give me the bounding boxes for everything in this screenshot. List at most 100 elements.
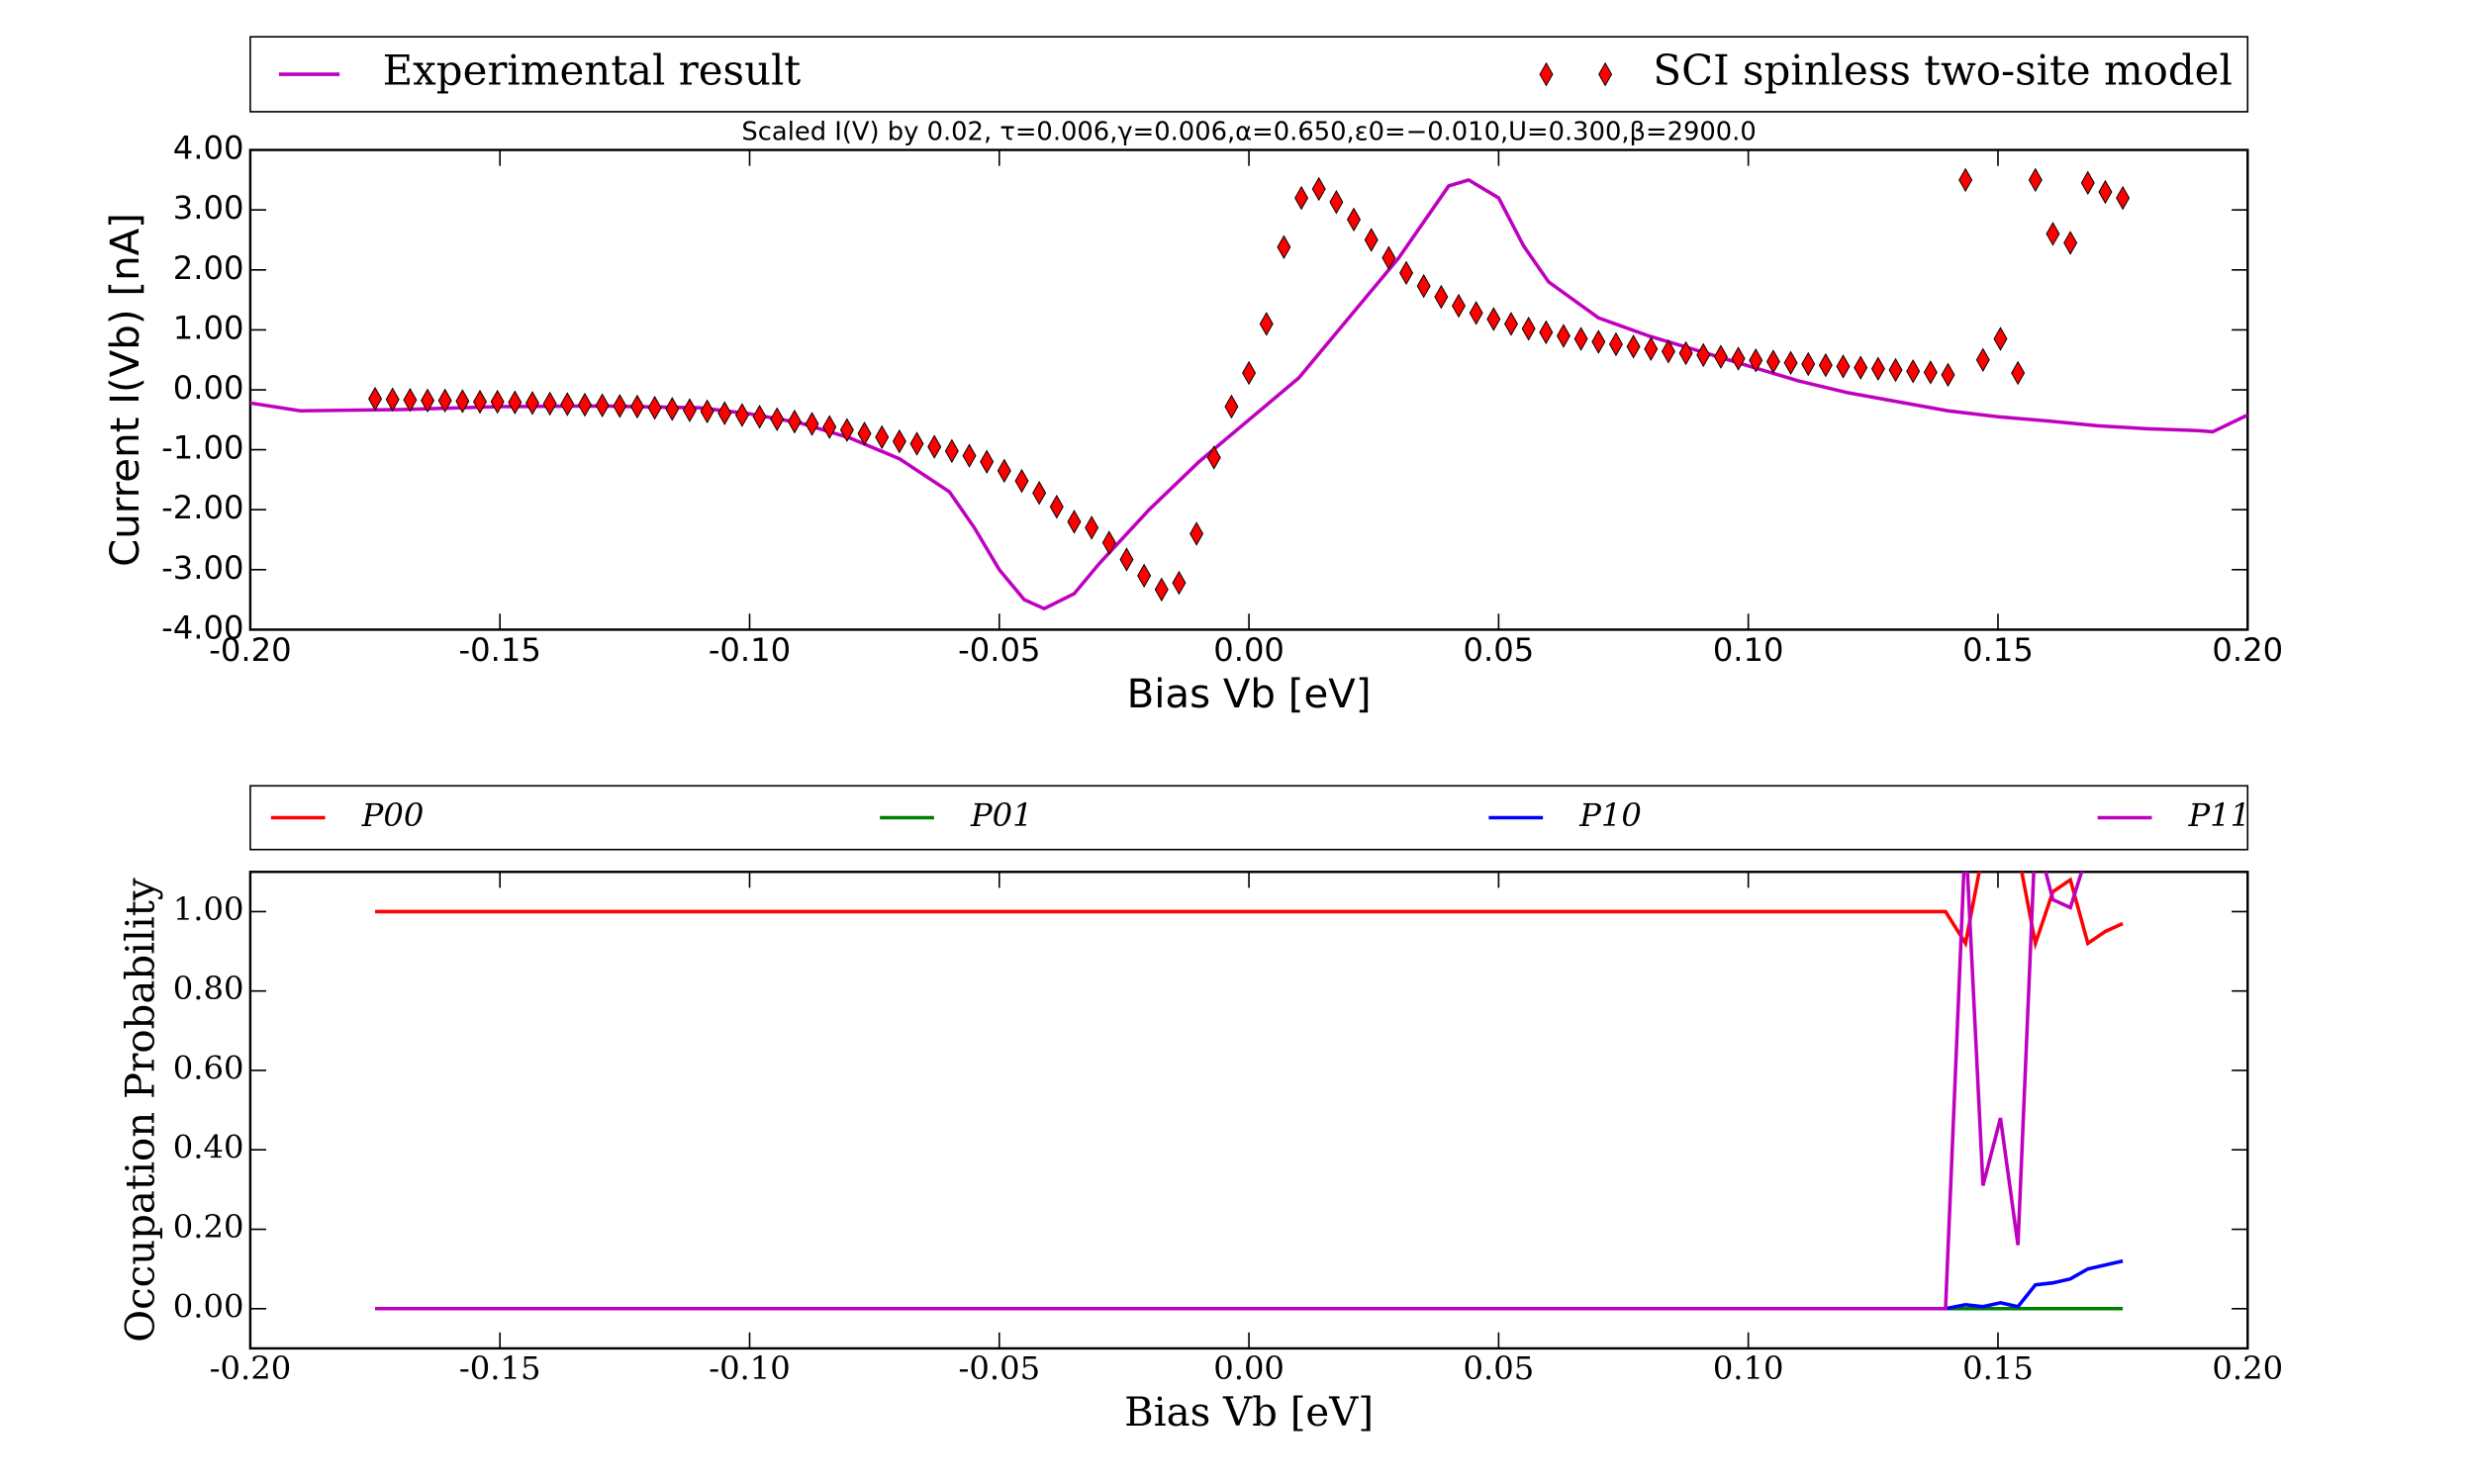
x-tick-label: 0.00 <box>1213 631 1285 669</box>
marker <box>1364 228 1379 252</box>
marker <box>490 389 505 415</box>
legend-box <box>249 36 2249 113</box>
marker <box>700 399 714 424</box>
marker <box>1958 167 1973 193</box>
marker <box>927 434 942 459</box>
y-tick-label: 0.60 <box>173 1049 244 1086</box>
marker <box>1277 234 1291 260</box>
y-tick-label: 3.00 <box>173 189 244 227</box>
x-axis-label: Bias Vb [eV] <box>1124 1390 1374 1436</box>
marker <box>1573 326 1588 351</box>
legend-label: P00 <box>361 796 425 834</box>
marker <box>1661 338 1675 364</box>
marker <box>1381 245 1396 270</box>
marker <box>1521 316 1536 341</box>
marker <box>1731 346 1746 371</box>
marker <box>665 397 680 421</box>
marker <box>1469 301 1483 325</box>
x-tick-label: 0.10 <box>1713 631 1784 669</box>
marker <box>1049 494 1064 519</box>
x-tick-label: -0.10 <box>709 631 791 669</box>
x-tick-label: 0.05 <box>1464 631 1535 669</box>
marker <box>1259 312 1274 336</box>
marker <box>2098 179 2113 205</box>
marker <box>1242 360 1257 386</box>
x-tick-label: 0.15 <box>1962 631 2034 669</box>
marker <box>368 386 383 412</box>
marker <box>1975 347 1990 372</box>
marker <box>1626 334 1641 359</box>
y-tick-label: 1.00 <box>173 309 244 346</box>
marker <box>2080 170 2095 196</box>
x-tick-label: 0.05 <box>1464 1349 1535 1387</box>
marker <box>1888 357 1903 383</box>
marker <box>892 428 906 454</box>
marker <box>647 395 662 420</box>
marker <box>403 388 418 413</box>
series <box>375 872 2124 951</box>
marker <box>613 394 627 418</box>
marker <box>560 392 575 417</box>
marker <box>1836 354 1851 379</box>
marker <box>542 391 557 417</box>
marker <box>1556 324 1570 348</box>
marker <box>1923 360 1938 385</box>
marker <box>857 421 872 446</box>
marker <box>1172 570 1187 596</box>
marker <box>717 401 732 425</box>
series <box>368 167 2131 603</box>
line <box>375 872 2124 951</box>
marker <box>1067 510 1082 534</box>
marker <box>1434 284 1449 310</box>
x-tick-label: -0.20 <box>209 631 291 669</box>
marker <box>770 407 785 431</box>
marker <box>1591 329 1606 354</box>
marker <box>1906 358 1921 384</box>
y-tick-label: -3.00 <box>161 549 243 587</box>
x-tick-label: 0.15 <box>1962 1349 2034 1387</box>
marker <box>2011 360 2026 386</box>
marker <box>787 409 802 434</box>
marker <box>1783 350 1798 375</box>
legend-label: SCI spinless two-site model <box>1653 46 2232 95</box>
x-tick-label: -0.15 <box>459 1349 541 1387</box>
y-tick-label: 0.40 <box>173 1129 244 1166</box>
x-tick-label: -0.10 <box>709 1349 791 1387</box>
x-axis-label: Bias Vb [eV] <box>1127 672 1372 717</box>
marker <box>1224 394 1239 419</box>
marker <box>875 424 890 450</box>
marker <box>805 412 819 436</box>
legend-box <box>249 785 2249 851</box>
y-tick-label: 0.00 <box>173 1287 244 1325</box>
marker <box>1311 176 1326 202</box>
marker <box>1696 342 1711 368</box>
marker <box>980 449 995 474</box>
legend-label: P11 <box>2188 796 2251 834</box>
x-tick-label: -0.05 <box>958 1349 1040 1387</box>
marker <box>1765 349 1780 374</box>
marker <box>1154 577 1169 603</box>
marker <box>1119 547 1134 572</box>
marker <box>1329 190 1344 215</box>
marker <box>1014 468 1029 494</box>
marker <box>1818 352 1833 378</box>
y-tick-label: -1.00 <box>161 429 243 467</box>
x-tick-label: -0.05 <box>958 631 1040 669</box>
marker <box>1101 530 1116 555</box>
x-tick-label: 0.20 <box>2212 631 2283 669</box>
marker <box>1189 521 1204 546</box>
marker <box>752 405 767 429</box>
y-tick-label: -2.00 <box>161 489 243 526</box>
marker <box>421 388 435 414</box>
marker <box>595 393 610 418</box>
marker <box>1644 336 1659 362</box>
subtitle: Scaled I(V) by 0.02, τ=0.006,γ=0.006,α=0… <box>741 117 1756 146</box>
marker <box>1993 326 2008 351</box>
marker <box>524 391 539 416</box>
marker <box>1416 273 1431 299</box>
y-tick-label: 1.00 <box>173 890 244 928</box>
plot-frame <box>248 148 2249 631</box>
line <box>375 872 2084 1311</box>
